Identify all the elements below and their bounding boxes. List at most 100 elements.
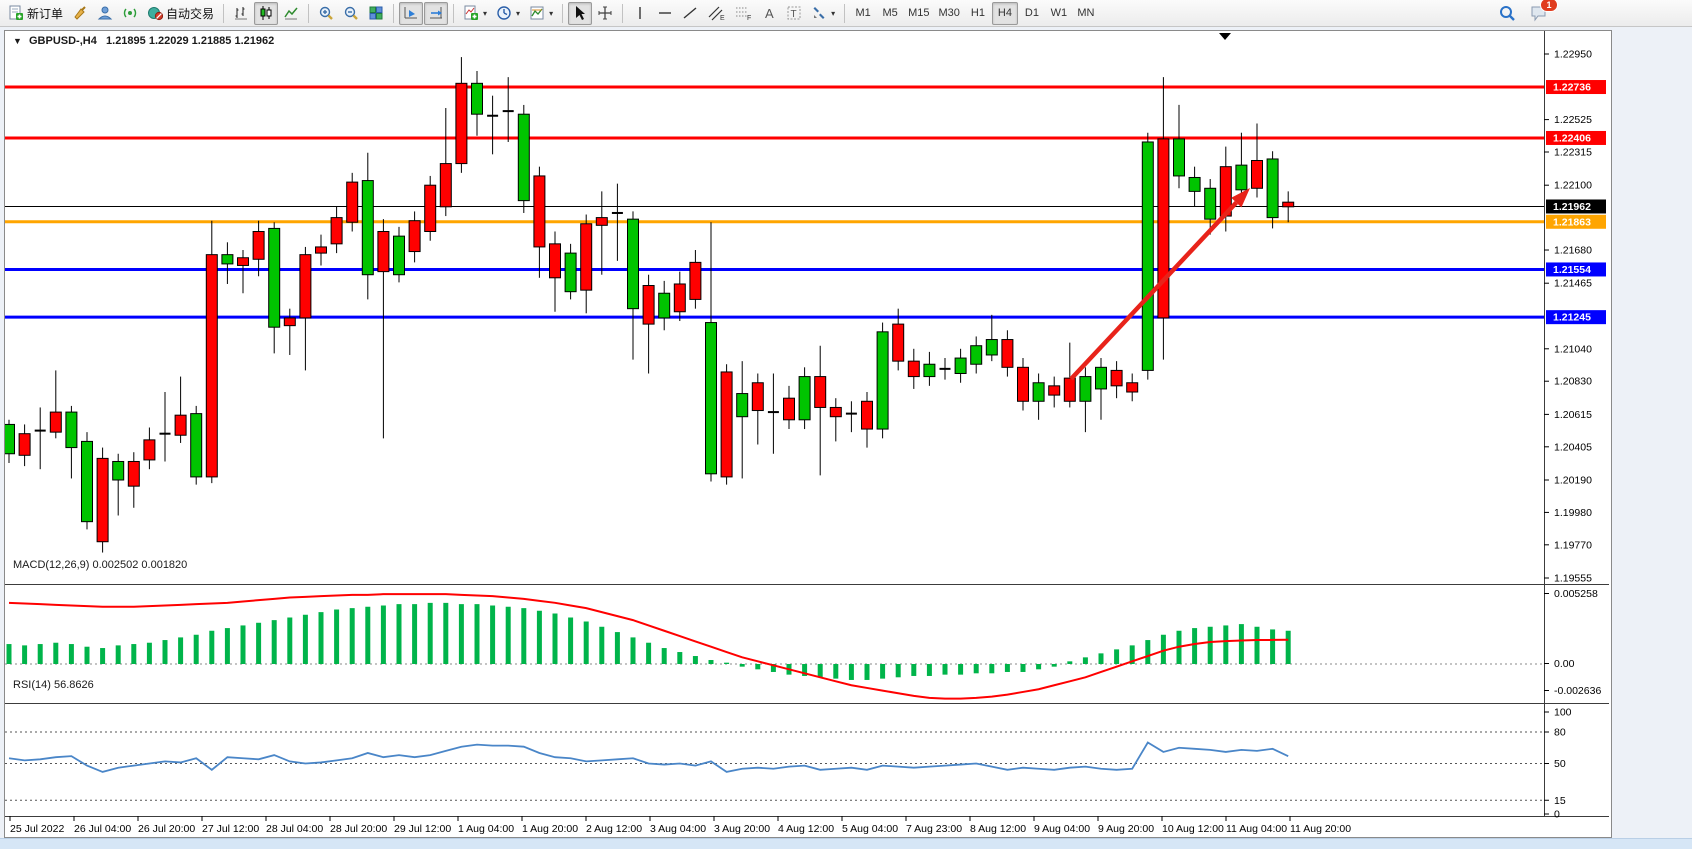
candle-body: [252, 230, 265, 260]
rsi-axis-label: 50: [1554, 758, 1566, 770]
candle-body: [1079, 376, 1092, 402]
signal-button[interactable]: [118, 2, 142, 25]
autotrade-button[interactable]: 自动交易: [143, 2, 218, 25]
time-axis-label: 1 Aug 20:00: [522, 823, 578, 835]
timeframe-m15-button[interactable]: M15: [904, 2, 933, 25]
candle-body: [174, 414, 187, 436]
timeframe-h4-button[interactable]: H4: [991, 1, 1018, 25]
macd-axis-label: 0.00: [1554, 658, 1575, 670]
trendline-icon: [683, 7, 697, 19]
time-axis-label: 28 Jul 20:00: [330, 823, 387, 835]
candle-body: [751, 382, 764, 412]
candle-body: [798, 376, 811, 421]
text-label-icon: T: [787, 6, 801, 20]
signal-icon: [123, 8, 137, 18]
arrows-button[interactable]: ▾: [807, 2, 839, 25]
candle-body: [49, 411, 62, 433]
fibonacci-button[interactable]: F: [730, 2, 756, 25]
time-axis-label: 7 Aug 23:00: [906, 823, 962, 835]
trendline-button[interactable]: [678, 2, 702, 25]
price-badge: [1546, 214, 1606, 229]
candle-body: [237, 257, 249, 266]
rsi-line: [8, 741, 1289, 773]
price-chart-canvas[interactable]: 1.22950 1.22525 1.22315 1.22100 1.21680 1.214…: [3, 31, 1609, 837]
chart-shift-icon: [430, 7, 443, 19]
price-badge-label: 1.21863: [1553, 216, 1591, 228]
cursor-button[interactable]: [568, 1, 593, 25]
candle-body: [689, 261, 702, 300]
candle-body: [533, 175, 546, 248]
tile-windows-button[interactable]: [364, 2, 388, 25]
zoom-in-icon: [319, 6, 333, 20]
candlestick-chart-button[interactable]: [254, 1, 279, 25]
candle-body: [377, 230, 390, 273]
candle-body: [829, 406, 842, 418]
toolbar-separator: [223, 3, 225, 23]
line-chart-icon: [284, 7, 298, 20]
timeframe-w1-button[interactable]: W1: [1046, 2, 1072, 25]
price-axis-label: 1.21040: [1554, 343, 1592, 355]
candle-body: [127, 460, 140, 487]
candle-body: [564, 252, 577, 293]
vertical-line-button[interactable]: [628, 2, 652, 25]
line-chart-button[interactable]: [279, 2, 303, 25]
chart-shift-button[interactable]: [424, 1, 449, 25]
search-button[interactable]: [1494, 2, 1520, 25]
text-button[interactable]: A: [757, 2, 781, 25]
templates-button[interactable]: ▾: [525, 2, 557, 25]
time-axis-label: 11 Aug 20:00: [1290, 823, 1351, 835]
equidistant-channel-button[interactable]: E: [703, 2, 729, 25]
price-axis-label: 1.21680: [1554, 245, 1592, 257]
auto-scroll-button[interactable]: [399, 1, 424, 25]
horizontal-line-button[interactable]: [653, 2, 677, 25]
text-label-button[interactable]: T: [782, 2, 806, 25]
timeframe-d1-button[interactable]: D1: [1019, 2, 1045, 25]
price-axis-label: 1.20615: [1554, 409, 1592, 421]
candle-body: [970, 345, 983, 365]
bar-chart-icon: [235, 7, 248, 20]
toolbar-separator: [393, 3, 395, 23]
candle-body: [96, 457, 109, 543]
price-badge-label: 1.21245: [1553, 312, 1591, 324]
candle-body: [705, 322, 717, 475]
bar-chart-button[interactable]: [229, 2, 253, 25]
timeframe-m1-button[interactable]: M1: [850, 2, 876, 25]
time-axis-label: 29 Jul 12:00: [394, 823, 451, 835]
dropdown-caret: ▾: [549, 8, 554, 18]
timeframe-mn-button[interactable]: MN: [1073, 2, 1099, 25]
new-order-button[interactable]: 新订单: [4, 2, 67, 25]
timeframe-h1-button[interactable]: H1: [965, 2, 991, 25]
candle-body: [143, 439, 156, 461]
candle-body: [1110, 369, 1123, 387]
tile-windows-icon: [369, 6, 383, 20]
candle-body: [985, 339, 998, 356]
horizontal-line-icon: [659, 12, 672, 14]
price-axis-label: 1.20405: [1554, 441, 1592, 453]
crosshair-button[interactable]: [593, 2, 617, 25]
sound-button[interactable]: [68, 2, 92, 25]
candle-body: [1282, 201, 1295, 208]
candle-body: [346, 181, 359, 223]
time-axis-label: 11 Aug 04:00: [1226, 823, 1287, 835]
trend-arrow-head: [1231, 188, 1250, 208]
time-axis-label: 26 Jul 04:00: [74, 823, 131, 835]
zoom-out-button[interactable]: [339, 2, 363, 25]
candlestick-chart-icon: [260, 6, 272, 20]
add-indicator-button[interactable]: ▾: [459, 2, 491, 25]
candle-body: [455, 82, 468, 165]
candle-body: [393, 235, 405, 276]
price-badge: [1546, 130, 1606, 145]
zoom-in-button[interactable]: [314, 2, 338, 25]
time-axis-label: 3 Aug 04:00: [650, 823, 706, 835]
candle-body: [1157, 138, 1170, 319]
new-order-label: 新订单: [27, 6, 64, 21]
timeframe-m30-button[interactable]: M30: [935, 2, 964, 25]
periods-button[interactable]: ▾: [492, 2, 524, 25]
accounts-button[interactable]: [93, 2, 117, 25]
candle-body: [1235, 164, 1248, 191]
timeframe-m5-button[interactable]: M5: [877, 2, 903, 25]
rsi-axis-label: 15: [1554, 795, 1566, 807]
candle-body: [876, 331, 889, 430]
equidistant-channel-icon: E: [708, 6, 725, 21]
time-axis-label: 4 Aug 12:00: [778, 823, 834, 835]
